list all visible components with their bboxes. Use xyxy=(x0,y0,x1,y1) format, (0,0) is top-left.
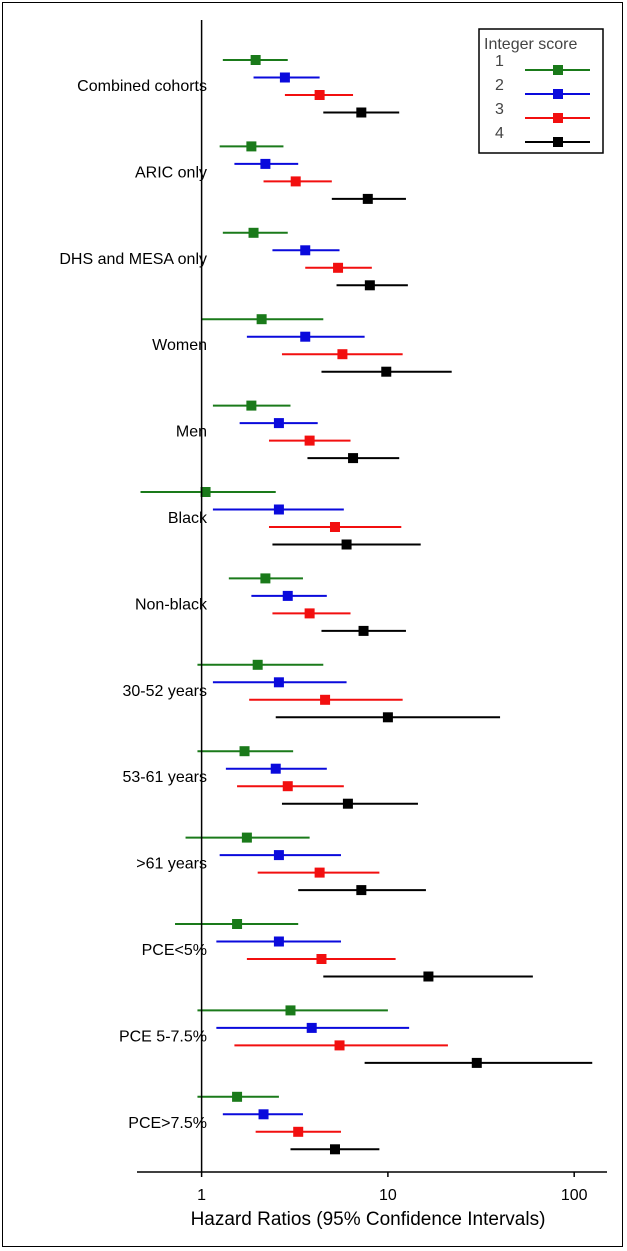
x-tick-label: 1 xyxy=(197,1187,206,1204)
group-label: PCE<5% xyxy=(142,942,207,959)
hr-point xyxy=(423,971,434,982)
hr-point xyxy=(285,1005,296,1016)
group-label: 30-52 years xyxy=(123,683,208,700)
legend: Integer score 1 2 3 4 xyxy=(478,28,604,154)
x-axis-ticks: 1 10 100 xyxy=(197,1172,588,1204)
hr-point xyxy=(252,659,263,670)
ci-marks xyxy=(140,55,593,1155)
hr-point xyxy=(356,107,367,118)
legend-marker xyxy=(553,113,563,123)
legend-entry-label: 4 xyxy=(495,125,504,142)
hr-point xyxy=(260,573,271,584)
hr-point xyxy=(333,262,344,273)
group-label: Black xyxy=(168,510,208,527)
group-label: PCE 5-7.5% xyxy=(119,1028,207,1045)
group-label: Men xyxy=(176,424,207,441)
hr-point xyxy=(362,193,373,204)
hr-point xyxy=(341,539,352,550)
group-labels: Combined cohorts ARIC only DHS and MESA on… xyxy=(59,78,208,1132)
hr-point xyxy=(273,936,284,947)
group-label: Combined cohorts xyxy=(77,78,207,95)
hr-point xyxy=(200,487,211,497)
legend-marker xyxy=(553,137,563,147)
hr-point xyxy=(382,712,393,723)
hr-point xyxy=(334,1040,345,1051)
hr-point xyxy=(293,1126,304,1137)
hr-point xyxy=(356,885,367,896)
hr-point xyxy=(316,954,327,964)
group-label: DHS and MESA only xyxy=(59,251,207,268)
hr-point xyxy=(260,158,271,169)
group-label: ARIC only xyxy=(135,164,207,181)
x-tick-label: 100 xyxy=(561,1187,588,1204)
hr-point xyxy=(232,919,243,929)
x-tick-label: 10 xyxy=(379,1187,397,1204)
hr-point xyxy=(381,366,392,377)
x-axis-label: Hazard Ratios (95% Confidence Intervals) xyxy=(191,1209,546,1230)
hr-point xyxy=(342,798,353,809)
hr-point xyxy=(273,504,284,515)
group-label: 53-61 years xyxy=(123,769,208,786)
hr-point xyxy=(304,608,315,619)
hr-point xyxy=(290,176,301,187)
hr-point xyxy=(471,1057,482,1068)
hr-point xyxy=(246,400,257,411)
hr-point xyxy=(273,418,284,429)
legend-marker xyxy=(553,89,563,99)
hr-point xyxy=(314,90,325,100)
hr-point xyxy=(300,331,311,342)
legend-entry-label: 2 xyxy=(495,77,504,94)
legend-title: Integer score xyxy=(484,36,577,53)
legend-marker xyxy=(553,65,563,75)
hr-point xyxy=(282,781,293,792)
hr-point xyxy=(358,625,369,636)
group-label: Women xyxy=(152,337,207,354)
hr-point xyxy=(314,867,325,878)
legend-entry-label: 1 xyxy=(495,53,504,70)
hr-point xyxy=(306,1022,317,1033)
hr-point xyxy=(273,677,284,688)
hr-point xyxy=(239,746,250,757)
hr-point xyxy=(320,694,331,705)
hr-point xyxy=(248,227,259,238)
hr-point xyxy=(304,435,315,446)
legend-box xyxy=(478,28,604,154)
hr-point xyxy=(273,850,284,861)
hr-point xyxy=(329,1144,340,1155)
hr-point xyxy=(246,141,257,152)
group-label: PCE>7.5% xyxy=(128,1115,207,1132)
hr-point xyxy=(270,763,281,774)
hr-point xyxy=(282,590,293,601)
hr-point xyxy=(250,55,261,65)
group-label: >61 years xyxy=(136,856,207,873)
hr-point xyxy=(329,522,340,532)
hr-point xyxy=(279,72,290,83)
hr-point xyxy=(258,1109,269,1120)
legend-entry-label: 3 xyxy=(495,101,504,118)
hr-point xyxy=(241,832,252,843)
hr-point xyxy=(300,245,311,256)
group-label: Non-black xyxy=(135,596,208,613)
hr-point xyxy=(232,1091,243,1102)
hr-point xyxy=(364,280,375,291)
hr-point xyxy=(256,314,267,325)
hr-point xyxy=(348,453,359,464)
hr-point xyxy=(337,349,348,360)
